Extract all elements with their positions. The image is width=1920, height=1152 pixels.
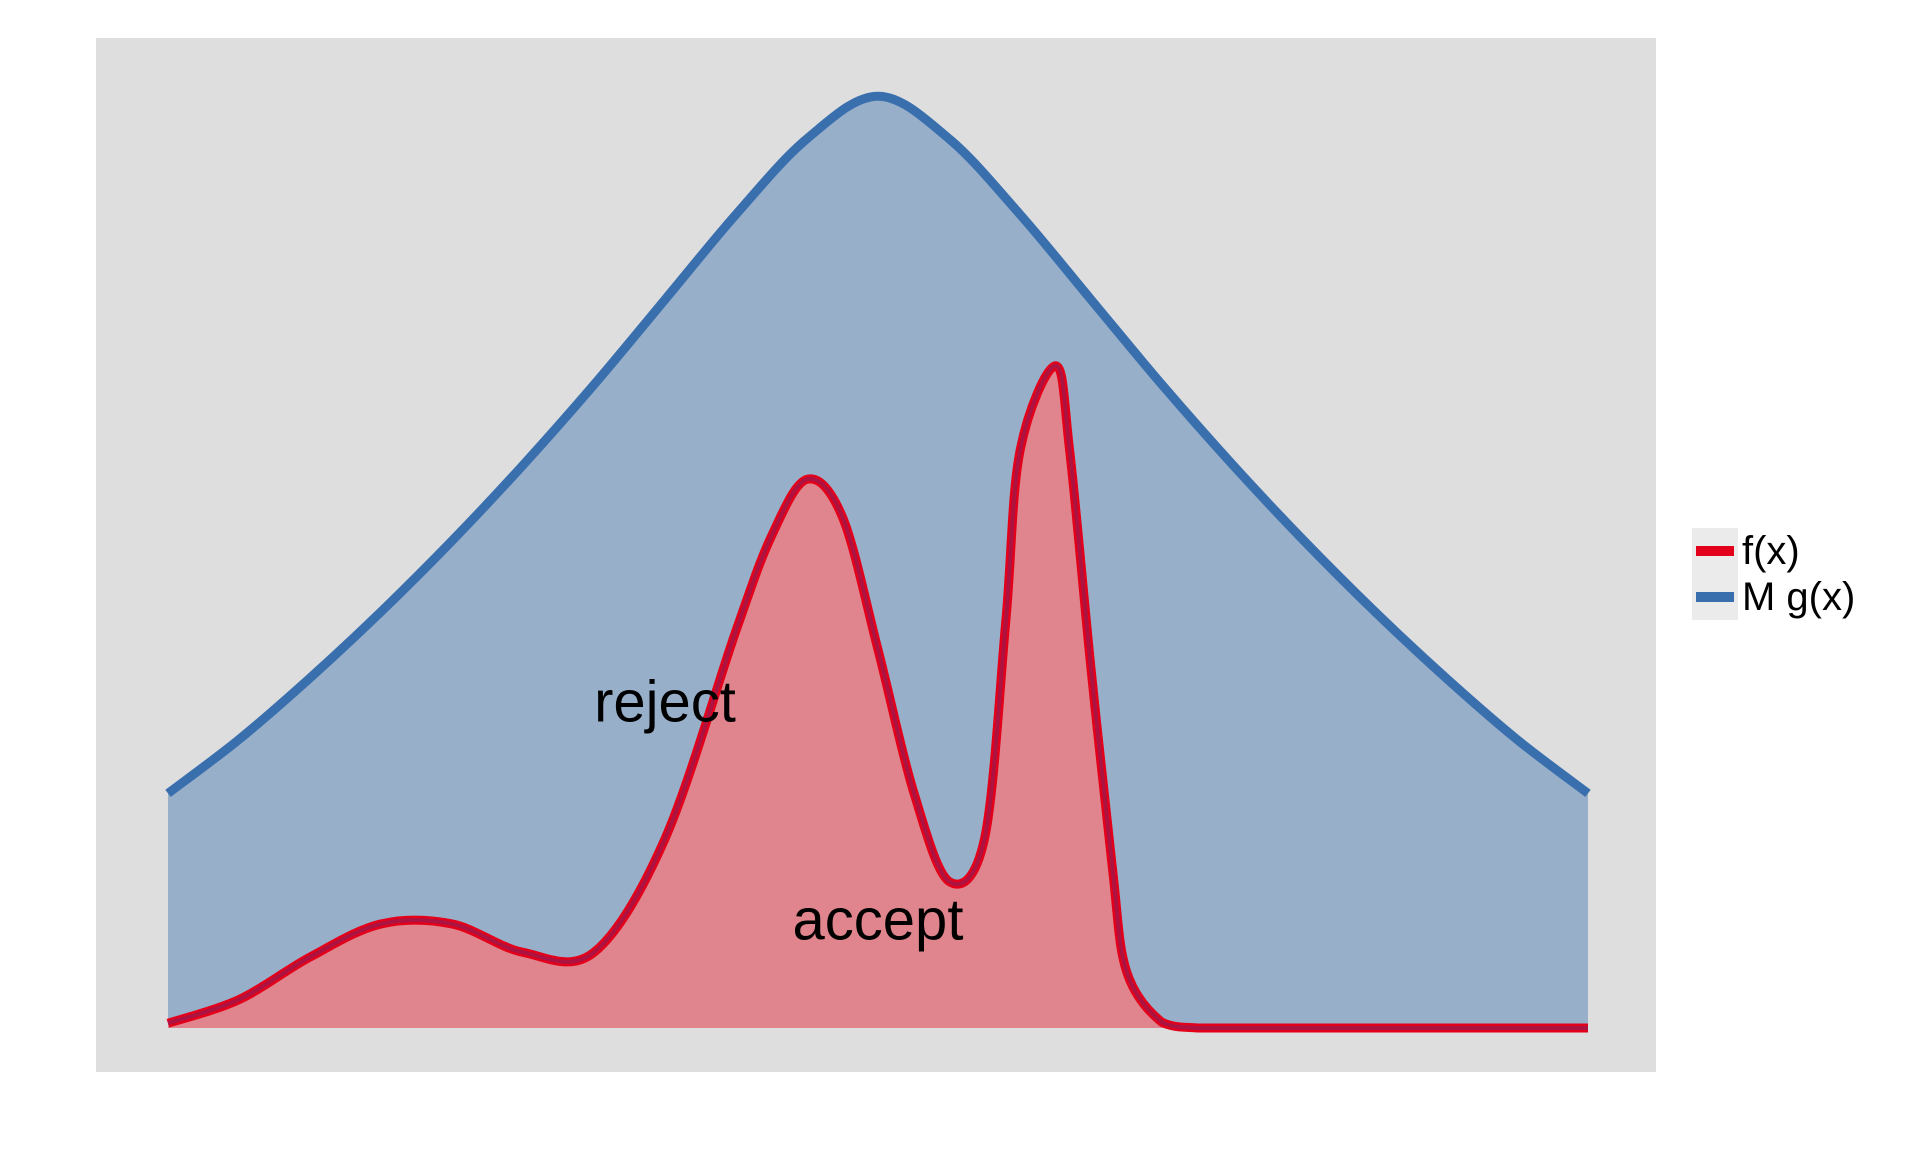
legend-key-mg bbox=[1692, 574, 1738, 620]
line-f-overlay bbox=[167, 363, 1588, 1031]
legend: f(x) M g(x) bbox=[1692, 528, 1892, 620]
legend-swatch-f bbox=[1696, 546, 1734, 556]
legend-label-mg: M g(x) bbox=[1742, 574, 1856, 619]
area-mg bbox=[168, 96, 1588, 1028]
annotation-layer: reject accept bbox=[594, 670, 963, 953]
line-f bbox=[166, 361, 1588, 1033]
area-f bbox=[168, 365, 1588, 1028]
legend-swatch-mg bbox=[1696, 592, 1734, 602]
annotation-reject: reject bbox=[594, 670, 736, 735]
series-layer bbox=[165, 91, 1591, 1033]
annotation-accept: accept bbox=[793, 887, 964, 952]
legend-label-f: f(x) bbox=[1742, 528, 1800, 573]
legend-item-mg: M g(x) bbox=[1692, 574, 1892, 620]
legend-item-f: f(x) bbox=[1692, 528, 1892, 574]
line-mg bbox=[165, 91, 1591, 797]
legend-key-f bbox=[1692, 528, 1738, 574]
